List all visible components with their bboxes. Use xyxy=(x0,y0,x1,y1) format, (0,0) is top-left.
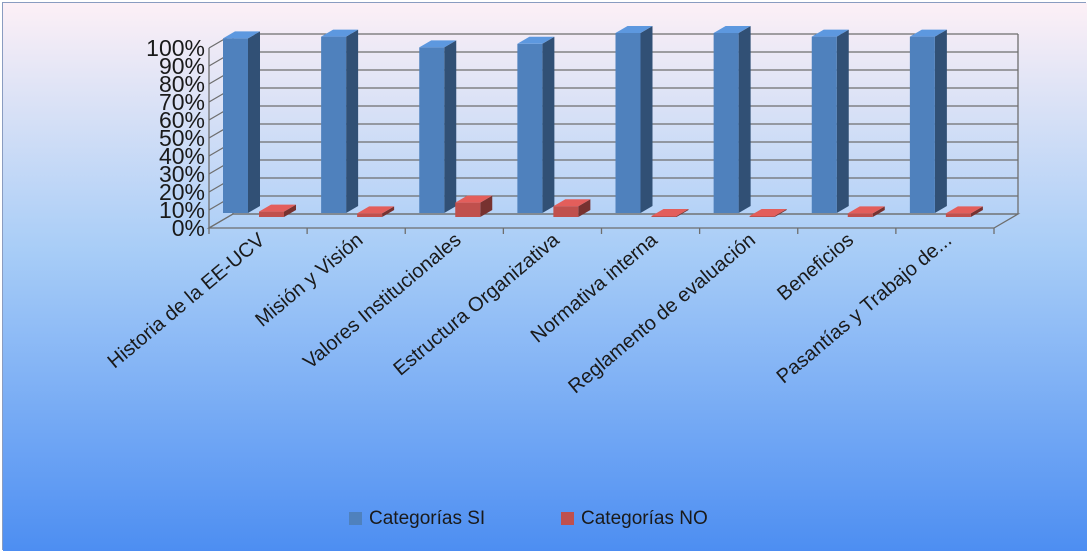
bar-si-6 xyxy=(811,29,849,213)
bar-no-0 xyxy=(259,204,296,217)
y-tick-label: 10% xyxy=(159,197,205,223)
bar-no-1 xyxy=(357,206,395,217)
y-tick-label: 20% xyxy=(159,179,205,205)
y-tick-label: 100% xyxy=(146,35,205,61)
bars xyxy=(223,26,983,217)
bar-no-7 xyxy=(945,206,983,217)
legend-label-no: Categorías NO xyxy=(581,508,708,529)
y-tick-label: 90% xyxy=(159,53,205,79)
legend-swatch-no xyxy=(561,512,574,525)
bar-si-7 xyxy=(909,29,947,213)
y-tick-label: 0% xyxy=(172,215,205,241)
bar-no-3 xyxy=(553,199,591,217)
chart-svg: 0%10%20%30%40%50%60%70%80%90%100% Histor… xyxy=(3,3,1087,551)
y-tick-label: 80% xyxy=(159,71,205,97)
bar-no-2 xyxy=(455,195,493,217)
bar-si-4 xyxy=(615,26,653,213)
legend: Categorías SI Categorías NO xyxy=(349,508,708,529)
bar-no-4 xyxy=(651,209,689,217)
y-tick-label: 30% xyxy=(159,161,205,187)
y-tick-label: 50% xyxy=(159,125,205,151)
y-tick-label: 40% xyxy=(159,143,205,169)
legend-label-si: Categorías SI xyxy=(369,508,485,529)
bar-no-5 xyxy=(749,209,787,217)
bar-si-5 xyxy=(713,26,751,213)
side-wall-line xyxy=(208,213,234,229)
bar-si-2 xyxy=(419,40,457,214)
bar-si-0 xyxy=(223,31,260,214)
bar-si-3 xyxy=(517,36,555,213)
y-tick-labels: 0%10%20%30%40%50%60%70%80%90%100% xyxy=(146,35,205,241)
legend-swatch-si xyxy=(349,512,362,525)
y-tick-label: 60% xyxy=(159,107,205,133)
y-tick-label: 70% xyxy=(159,89,205,115)
bar-si-1 xyxy=(321,29,359,213)
bar-no-6 xyxy=(847,206,885,217)
